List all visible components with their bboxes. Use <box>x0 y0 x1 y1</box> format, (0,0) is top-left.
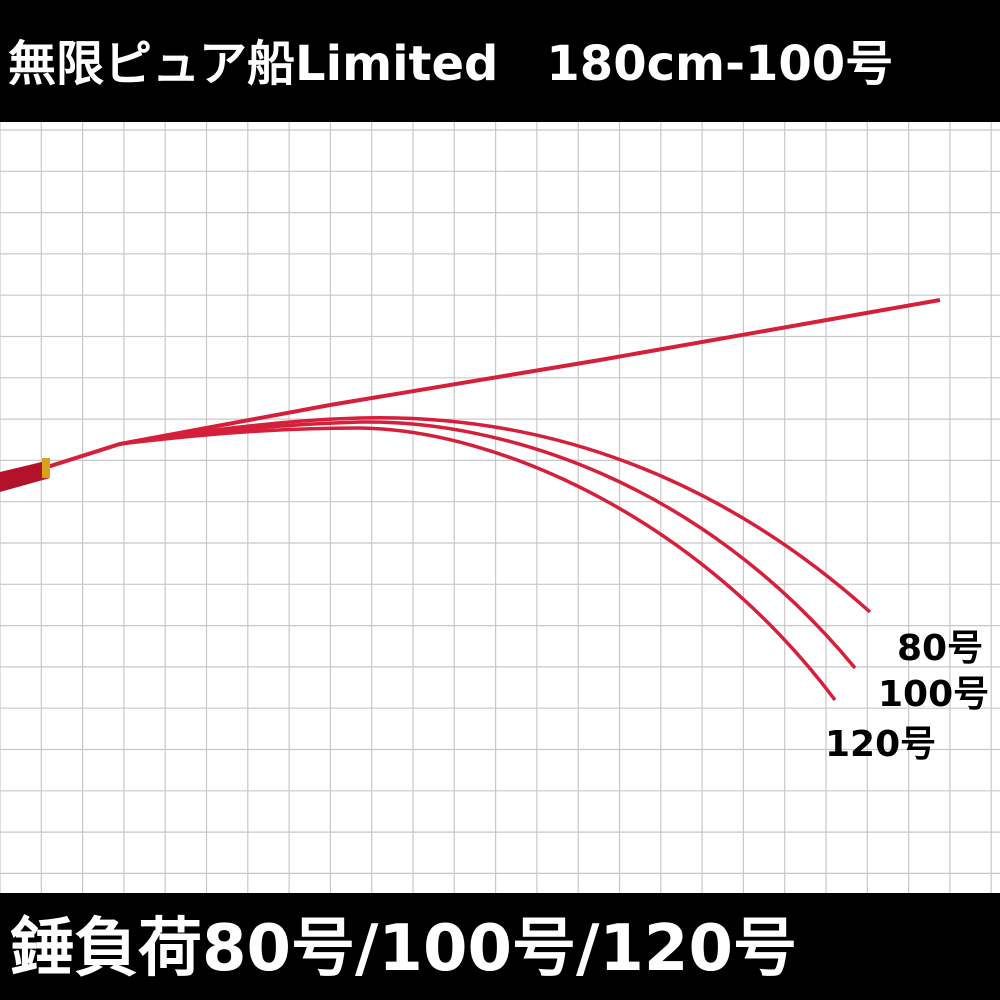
footer-text: 錘負荷80号/100号/120号 <box>10 912 797 986</box>
title: 無限ピュア船Limited 180cm-100号 <box>8 36 893 92</box>
weight-label: 120号 <box>825 724 936 765</box>
rod-unloaded <box>0 298 941 484</box>
rod-handle <box>0 460 50 492</box>
rod-bend-80 <box>119 416 872 614</box>
rod-bend-100 <box>119 420 857 670</box>
reel-seat-ring <box>42 458 50 478</box>
weight-label: 80号 <box>897 628 983 669</box>
header-band <box>0 0 1000 122</box>
weight-label: 100号 <box>878 674 989 715</box>
rod-bend-120 <box>119 426 837 702</box>
footer-band <box>0 893 1000 1000</box>
grid <box>0 122 1000 893</box>
